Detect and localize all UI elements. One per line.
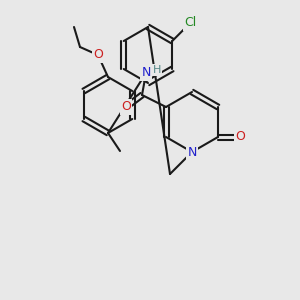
Text: N: N (187, 146, 197, 158)
Text: O: O (121, 100, 131, 113)
Text: N: N (141, 67, 151, 80)
Text: Cl: Cl (184, 16, 196, 29)
Text: O: O (93, 49, 103, 62)
Text: O: O (235, 130, 245, 143)
Text: H: H (153, 65, 161, 75)
